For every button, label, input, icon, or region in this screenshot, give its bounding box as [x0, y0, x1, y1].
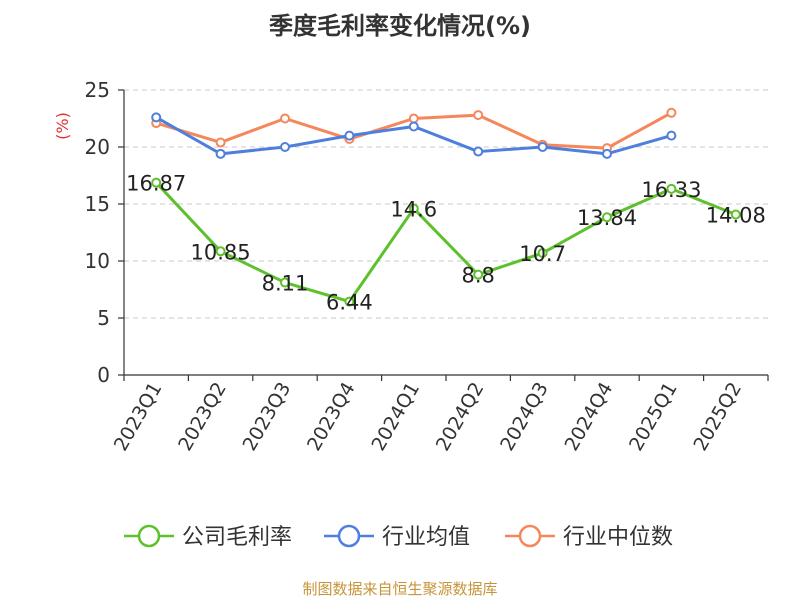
data-point [666, 107, 677, 118]
series-0 [151, 177, 741, 307]
data-point [537, 142, 548, 152]
legend-marker [337, 524, 361, 548]
series-group [151, 107, 741, 307]
data-point [473, 110, 484, 121]
legend-label: 行业均值 [382, 525, 470, 550]
data-point [408, 121, 419, 132]
series-line [155, 181, 737, 304]
data-point [666, 130, 677, 141]
x-tick-label: 2025Q1 [625, 379, 682, 455]
data-label: 14.08 [706, 203, 766, 227]
legend-marker [137, 524, 161, 548]
legend-item[interactable]: 行业均值 [324, 524, 470, 550]
y-tick-label: 5 [97, 306, 110, 330]
data-label: 8.8 [461, 264, 494, 288]
legend: 公司毛利率 行业均值 行业中位数 [124, 524, 673, 550]
data-label: 16.33 [641, 178, 701, 202]
data-point [408, 113, 419, 124]
data-point [666, 183, 677, 194]
data-point [215, 246, 226, 257]
legend-label: 公司毛利率 [182, 525, 292, 550]
legend-label: 行业中位数 [563, 525, 673, 550]
data-point [344, 130, 355, 141]
data-point [473, 146, 484, 157]
y-axis-ticks: 0 5 10 15 20 25 [85, 78, 124, 387]
data-point [473, 269, 484, 280]
x-tick-label: 2023Q3 [239, 379, 296, 455]
data-point [280, 113, 290, 124]
data-point [537, 248, 548, 259]
x-tick-label: 2024Q4 [561, 379, 618, 455]
legend-marker [518, 524, 542, 548]
y-axis-unit-label: (%) [53, 112, 72, 140]
data-label: 10.7 [519, 242, 566, 266]
data-point [280, 277, 290, 288]
x-tick-label: 2023Q4 [303, 379, 360, 455]
data-point [730, 209, 741, 220]
y-tick-label: 0 [97, 363, 110, 387]
x-tick-label: 2023Q2 [174, 379, 231, 455]
x-tick-label: 2023Q1 [110, 379, 167, 455]
y-tick-label: 20 [85, 135, 110, 159]
source-note: 制图数据来自恒生聚源数据库 [302, 580, 497, 598]
data-point [408, 203, 419, 214]
data-point [602, 148, 612, 159]
x-tick-label: 2024Q1 [367, 379, 424, 455]
y-tick-label: 10 [85, 249, 110, 273]
y-tick-label: 15 [85, 192, 110, 216]
data-point [215, 137, 226, 148]
data-label: 16.87 [126, 172, 186, 196]
x-axis-ticks: 2023Q1 2023Q2 2023Q3 2023Q4 2024Q1 2024Q2 2024… [110, 375, 769, 455]
legend-item[interactable]: 行业中位数 [505, 524, 673, 550]
x-tick-label: 2024Q3 [496, 379, 553, 455]
y-tick-label: 25 [85, 78, 110, 102]
data-label: 8.11 [262, 272, 309, 296]
data-point [344, 296, 355, 307]
data-point [151, 177, 162, 188]
gridlines [124, 89, 768, 319]
legend-item[interactable]: 公司毛利率 [124, 524, 292, 550]
data-point [602, 212, 612, 223]
x-tick-label: 2025Q2 [689, 379, 746, 455]
data-point [215, 148, 226, 159]
data-point [151, 112, 162, 123]
data-label: 14.6 [390, 198, 437, 222]
data-label: 10.85 [191, 240, 251, 264]
data-point [280, 142, 290, 152]
data-labels: 16.87 10.85 8.11 6.44 14.6 8.8 10.7 13.8416.331… [126, 172, 766, 315]
x-tick-label: 2024Q2 [432, 379, 489, 455]
chart-title: 季度毛利率变化情况(%) [269, 12, 531, 40]
data-label: 13.84 [577, 206, 637, 230]
series-1 [151, 112, 677, 159]
data-label: 6.44 [326, 291, 373, 315]
